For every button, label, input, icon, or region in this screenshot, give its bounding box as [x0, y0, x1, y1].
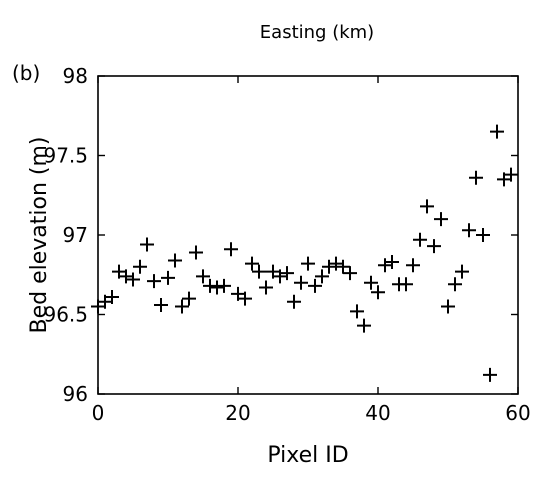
data-points — [91, 124, 518, 382]
y-axis-ticks: 96 96.5 97 97.5 98 — [43, 64, 518, 406]
data-point — [343, 266, 357, 281]
data-point — [455, 264, 469, 279]
data-point — [336, 259, 350, 274]
data-point — [483, 367, 497, 382]
y-tick-label: 97 — [63, 223, 88, 247]
y-tick-label: 97.5 — [43, 144, 88, 168]
data-point — [133, 259, 147, 274]
data-point — [168, 253, 182, 268]
data-point — [252, 264, 266, 279]
data-point — [315, 269, 329, 284]
data-point — [357, 318, 371, 333]
y-tick-label: 96.5 — [43, 303, 88, 327]
data-point — [259, 280, 273, 295]
data-point — [476, 228, 490, 242]
data-point — [196, 269, 210, 284]
data-point — [427, 239, 441, 254]
data-point — [350, 304, 364, 319]
data-point — [413, 232, 427, 247]
data-point — [378, 258, 392, 273]
data-point — [301, 256, 315, 271]
data-point — [217, 278, 231, 293]
data-point — [245, 256, 259, 271]
data-point — [504, 167, 518, 182]
data-point — [126, 272, 140, 287]
x-tick-label: 40 — [365, 401, 390, 425]
data-point — [182, 291, 196, 306]
data-point — [147, 274, 161, 289]
data-point — [462, 223, 476, 238]
data-point — [105, 290, 119, 305]
data-point — [490, 124, 504, 139]
data-point — [210, 280, 224, 295]
y-axis-label: Bed elevation (m) — [27, 136, 52, 333]
data-point — [280, 266, 294, 281]
data-point — [203, 278, 217, 293]
panel-label: (b) — [12, 61, 40, 85]
x-tick-label: 60 — [505, 401, 530, 425]
data-point — [238, 291, 252, 306]
y-tick-label: 96 — [63, 382, 88, 406]
y-tick-label: 98 — [63, 64, 88, 88]
top-axis-label: Easting (km) — [260, 22, 374, 43]
x-axis-ticks: 0 20 40 60 — [92, 76, 531, 425]
data-point — [224, 242, 238, 257]
data-point — [448, 277, 462, 292]
x-tick-label: 20 — [225, 401, 250, 425]
data-point — [434, 212, 448, 227]
data-point — [287, 294, 301, 309]
data-point — [364, 275, 378, 290]
data-point — [420, 199, 434, 214]
data-point — [119, 269, 133, 284]
data-point — [399, 277, 413, 292]
plot-frame — [97, 75, 519, 395]
data-point — [308, 278, 322, 293]
data-point — [385, 255, 399, 270]
data-point — [161, 270, 175, 285]
data-point — [175, 299, 189, 314]
data-point — [469, 170, 483, 185]
data-point — [441, 299, 455, 314]
data-point — [154, 297, 168, 312]
data-point — [406, 258, 420, 273]
data-point — [322, 259, 336, 274]
data-point — [329, 256, 343, 271]
data-point — [273, 269, 287, 284]
data-point — [189, 245, 203, 260]
data-point — [371, 285, 385, 300]
x-axis-label: Pixel ID — [267, 443, 348, 468]
x-tick-label: 0 — [92, 401, 105, 425]
data-point — [140, 237, 154, 252]
data-point — [294, 275, 308, 290]
